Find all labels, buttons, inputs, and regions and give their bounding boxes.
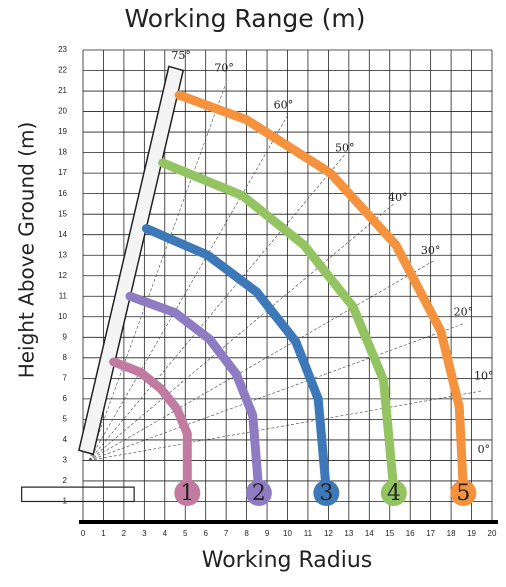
y-tick-label: 19 <box>58 127 67 136</box>
crane-boom <box>78 65 185 456</box>
angle-label: 40° <box>388 191 408 204</box>
chart-title: Working Range (m) <box>125 4 366 33</box>
y-tick-label: 3 <box>63 456 68 465</box>
x-tick-label: 0 <box>81 529 86 538</box>
angle-guide <box>88 113 289 461</box>
y-tick-label: 13 <box>58 250 67 259</box>
legend-label: 3 <box>319 481 333 506</box>
x-tick-label: 10 <box>283 529 292 538</box>
angle-label: 10° <box>474 369 494 382</box>
y-tick-label: 18 <box>58 148 67 157</box>
x-tick-label: 14 <box>365 529 374 538</box>
angle-guide <box>88 260 435 461</box>
x-tick-label: 15 <box>385 529 394 538</box>
y-tick-label: 2 <box>63 476 68 485</box>
y-tick-label: 10 <box>58 312 67 321</box>
y-tick-label: 20 <box>58 107 67 116</box>
angle-label: 50° <box>335 142 355 155</box>
x-tick-label: 11 <box>304 529 313 538</box>
series-marker <box>313 480 340 506</box>
y-tick-label: 15 <box>58 209 67 218</box>
angle-label: 20° <box>454 306 474 319</box>
legend-label: 1 <box>180 481 194 506</box>
series-marker <box>245 480 272 506</box>
series-marker <box>174 480 201 506</box>
x-tick-label: 4 <box>163 529 168 538</box>
y-tick-label: 9 <box>63 332 68 341</box>
angle-guide <box>89 390 482 461</box>
series-marker <box>450 480 477 506</box>
angle-label: 60° <box>274 98 294 111</box>
x-tick-label: 1 <box>101 529 106 538</box>
x-tick-label: 13 <box>344 529 353 538</box>
angle-label: 75° <box>171 49 191 62</box>
angle-label: 70° <box>214 61 234 74</box>
angle-guide <box>88 84 226 461</box>
y-tick-label: 16 <box>58 189 67 198</box>
x-tick-label: 17 <box>426 529 435 538</box>
range-curve <box>125 291 264 496</box>
x-tick-label: 6 <box>203 529 208 538</box>
x-tick-label: 7 <box>224 529 229 538</box>
x-tick-label: 8 <box>244 529 249 538</box>
y-tick-label: 6 <box>63 394 68 403</box>
x-axis-label: Working Radius <box>202 548 373 573</box>
legend-label: 5 <box>456 481 470 506</box>
range-curve <box>141 224 331 496</box>
y-tick-label: 12 <box>58 271 67 280</box>
angle-label: 30° <box>421 244 441 257</box>
range-curve <box>109 357 192 496</box>
legend-label: 2 <box>252 481 266 506</box>
angle-guide <box>89 323 464 461</box>
y-tick-label: 11 <box>59 291 68 300</box>
x-tick-label: 20 <box>488 529 497 538</box>
angle-label: 0° <box>478 443 491 456</box>
x-tick-label: 5 <box>183 529 188 538</box>
y-tick-label: 14 <box>58 230 67 239</box>
y-tick-label: 7 <box>63 373 68 382</box>
x-tick-label: 3 <box>142 529 147 538</box>
crane-base <box>21 486 135 503</box>
y-tick-label: 21 <box>58 86 67 95</box>
y-axis-label: Height Above Ground (m) <box>15 122 39 379</box>
x-tick-label: 19 <box>467 529 476 538</box>
x-tick-label: 18 <box>447 529 456 538</box>
x-tick-label: 2 <box>122 529 127 538</box>
series-marker <box>380 480 407 506</box>
y-tick-label: 8 <box>63 353 68 362</box>
angle-guide <box>88 153 346 461</box>
y-tick-label: 23 <box>58 45 67 54</box>
y-tick-label: 5 <box>63 415 68 424</box>
x-tick-label: 16 <box>406 529 415 538</box>
y-tick-label: 4 <box>63 435 68 444</box>
legend-label: 4 <box>387 481 401 506</box>
y-tick-label: 22 <box>58 66 67 75</box>
range-curve <box>158 158 399 496</box>
x-tick-label: 9 <box>265 529 270 538</box>
angle-guide <box>88 202 395 461</box>
range-curve <box>174 90 468 496</box>
x-tick-label: 12 <box>324 529 333 538</box>
y-tick-label: 17 <box>58 168 67 177</box>
